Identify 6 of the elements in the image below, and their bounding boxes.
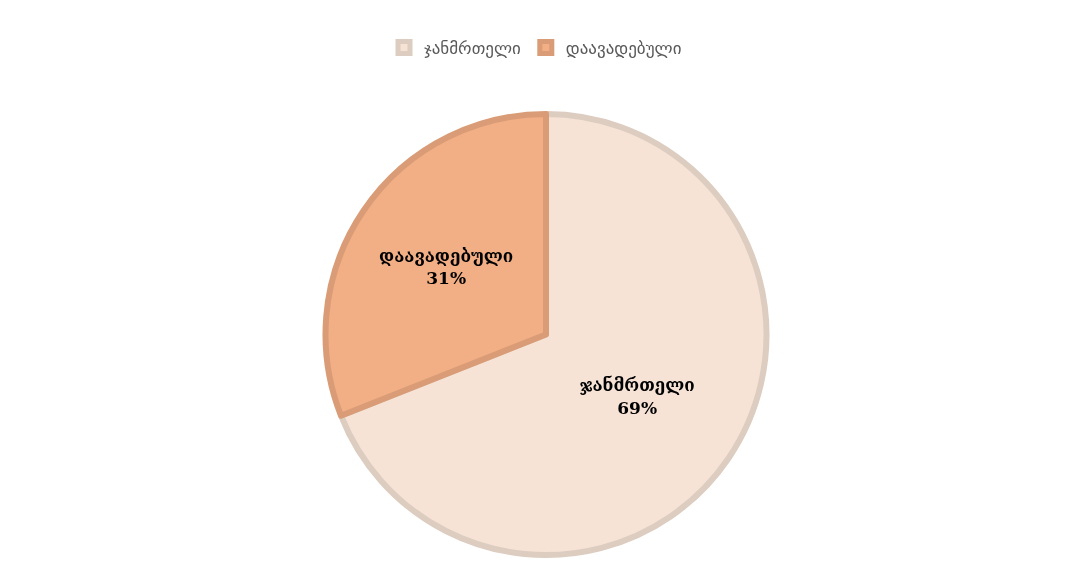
legend-label: დაავადებული [565, 38, 682, 59]
slice-label: ჯანმრთელი [579, 375, 695, 396]
slice-label: დაავადებული [379, 245, 514, 266]
legend-label: ჯანმრთელი [424, 38, 521, 59]
data-label: 31% [426, 267, 467, 288]
data-label: 69% [617, 397, 658, 418]
